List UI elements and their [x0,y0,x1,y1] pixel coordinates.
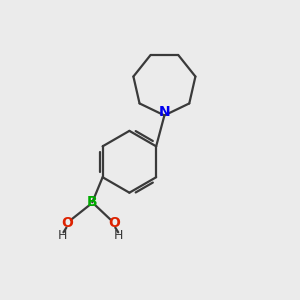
Text: H: H [114,229,124,242]
Text: O: O [109,217,120,230]
Text: B: B [87,195,98,209]
Text: H: H [58,229,68,242]
Text: N: N [159,105,170,118]
Text: O: O [61,217,73,230]
